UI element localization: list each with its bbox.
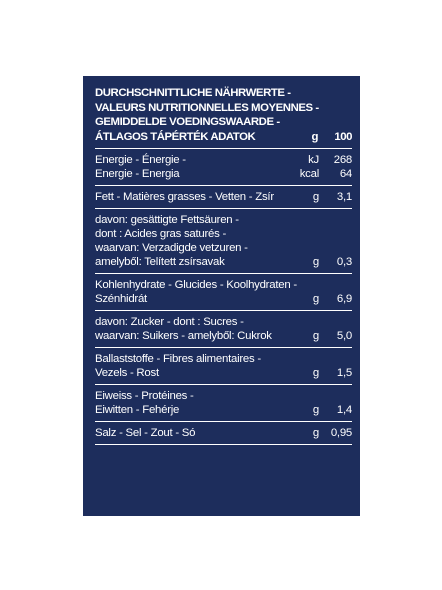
sugars-value: 5,0 (336, 330, 352, 342)
energy-kj-value: 268 (333, 154, 353, 166)
divider (95, 273, 352, 274)
sugars-section: davon: Zucker - dont : Sucres - waarvan:… (95, 315, 352, 343)
salt-value: 0,95 (330, 427, 352, 439)
heading-line-3: GEMIDDELDE VOEDINGSWAARDE - (95, 116, 280, 128)
divider (95, 185, 352, 186)
divider (95, 444, 352, 445)
saturated-unit: g (312, 256, 319, 268)
saturated-label: amelyből: Telített zsírsavak (95, 256, 225, 268)
energy-kcal-value: 64 (339, 168, 352, 180)
divider (95, 208, 352, 209)
heading-line-1: DURCHSCHNITTLICHE NÄHRWERTE - (95, 87, 291, 99)
heading-row-per-100g: ÁTLAGOS TÁPÉRTÉK ADATOK g 100 (95, 130, 352, 145)
salt-unit: g (312, 427, 319, 439)
carbs-unit: g (312, 293, 319, 305)
sugars-unit: g (312, 330, 319, 342)
energy-kcal-label: Energie - Energia (95, 168, 180, 180)
saturated-line-1: davon: gesättigte Fettsäuren - (95, 214, 239, 226)
divider (95, 148, 352, 149)
fibre-label: Vezels - Rost (95, 367, 159, 379)
nutrition-panel: DURCHSCHNITTLICHE NÄHRWERTE - VALEURS NU… (83, 76, 360, 516)
fibre-row: Vezels - Rost g 1,5 (95, 366, 352, 380)
protein-row: Eiwitten - Fehérje g 1,4 (95, 403, 352, 417)
fat-label: Fett - Matières grasses - Vetten - Zsír (95, 191, 274, 203)
divider (95, 384, 352, 385)
sugars-line-1: davon: Zucker - dont : Sucres - (95, 316, 244, 328)
fat-row: Fett - Matières grasses - Vetten - Zsír … (95, 190, 352, 204)
saturated-section: davon: gesättigte Fettsäuren - dont : Ac… (95, 213, 352, 269)
energy-kcal-unit: kcal (299, 168, 320, 180)
protein-label: Eiwitten - Fehérje (95, 404, 180, 416)
carbs-row: Szénhidrát g 6,9 (95, 292, 352, 306)
heading-line-4: ÁTLAGOS TÁPÉRTÉK ADATOK (95, 130, 256, 143)
fibre-section: Ballaststoffe - Fibres alimentaires - Ve… (95, 352, 352, 380)
energy-section: Energie - Énergie - kJ 268 Energie - Ene… (95, 153, 352, 181)
sugars-row: waarvan: Suikers - amelyből: Cukrok g 5,… (95, 329, 352, 343)
fat-unit: g (312, 191, 319, 203)
carbs-value: 6,9 (336, 293, 352, 305)
divider (95, 347, 352, 348)
energy-kj-row: Energie - Énergie - kJ 268 (95, 153, 352, 167)
protein-value: 1,4 (336, 404, 352, 416)
sugars-label: waarvan: Suikers - amelyből: Cukrok (95, 330, 272, 342)
energy-kcal-row: Energie - Energia kcal 64 (95, 167, 352, 181)
fibre-unit: g (312, 367, 319, 379)
carbs-section: Kohlenhydrate - Glucides - Koolhydraten … (95, 278, 352, 306)
saturated-row: amelyből: Telített zsírsavak g 0,3 (95, 255, 352, 269)
protein-line-1: Eiweiss - Protéines - (95, 390, 194, 402)
divider (95, 310, 352, 311)
fat-value: 3,1 (336, 191, 352, 203)
heading-value: 100 (334, 130, 352, 143)
carbs-label: Szénhidrát (95, 293, 147, 305)
carbs-line-1: Kohlenhydrate - Glucides - Koolhydraten … (95, 279, 297, 291)
saturated-line-2: dont : Acides gras saturés - (95, 228, 227, 240)
nutrition-heading: DURCHSCHNITTLICHE NÄHRWERTE - VALEURS NU… (95, 86, 352, 144)
salt-row: Salz - Sel - Zout - Só g 0,95 (95, 426, 352, 440)
fibre-value: 1,5 (336, 367, 352, 379)
heading-unit: g (311, 130, 318, 143)
heading-line-2: VALEURS NUTRITIONNELLES MOYENNES - (95, 101, 319, 114)
protein-section: Eiweiss - Protéines - Eiwitten - Fehérje… (95, 389, 352, 417)
saturated-value: 0,3 (336, 256, 352, 268)
energy-kj-unit: kJ (308, 154, 319, 166)
energy-kj-label: Energie - Énergie - (95, 154, 186, 166)
divider (95, 421, 352, 422)
salt-label: Salz - Sel - Zout - Só (95, 427, 196, 439)
saturated-line-3: waarvan: Verzadigde vetzuren - (95, 242, 248, 254)
fibre-line-1: Ballaststoffe - Fibres alimentaires - (95, 353, 261, 365)
protein-unit: g (312, 404, 319, 416)
